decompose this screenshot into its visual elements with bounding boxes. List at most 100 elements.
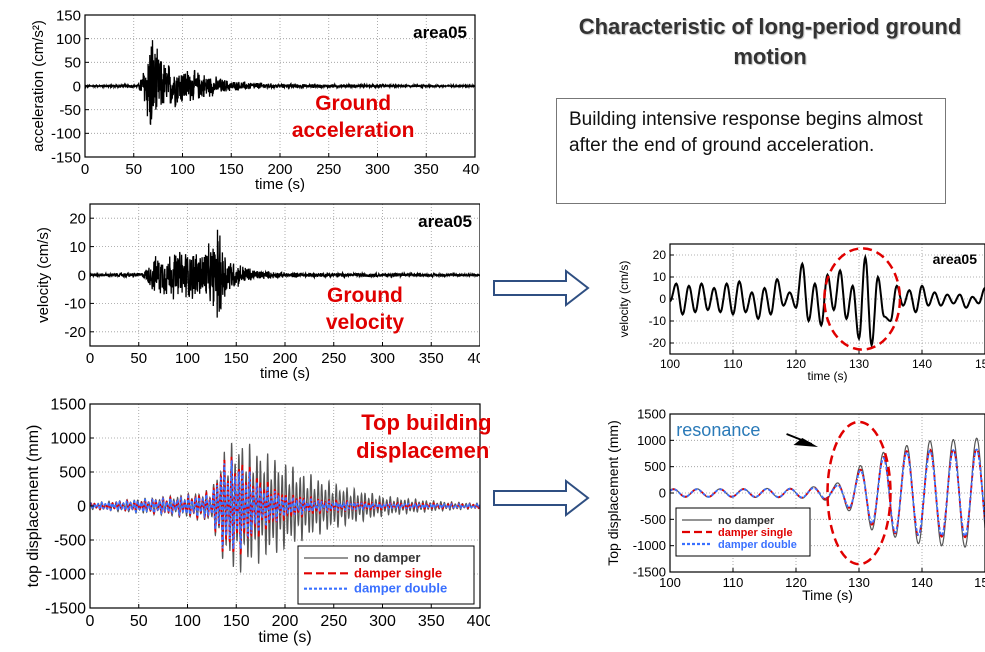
y-axis-label: acceleration (cm/s²) (30, 20, 47, 152)
x-tick-label: 400 (462, 161, 480, 178)
series-group (670, 253, 985, 349)
x-tick-label: 0 (81, 161, 89, 178)
x-tick-label: 350 (419, 350, 444, 367)
y-tick-label: 1500 (637, 407, 666, 422)
x-tick-label: 100 (175, 350, 200, 367)
x-tick-label: 250 (321, 350, 346, 367)
x-axis-label: Time (s) (802, 587, 853, 603)
series-line (90, 229, 480, 318)
x-tick-label: 400 (467, 613, 490, 630)
y-axis-label: velocity (cm/s) (617, 261, 631, 338)
y-tick-label: 20 (653, 248, 667, 262)
x-tick-label: 250 (316, 161, 341, 178)
x-tick-label: 250 (320, 613, 347, 630)
y-tick-label: 10 (69, 239, 86, 256)
series-group (90, 229, 480, 318)
y-tick-label: 1500 (50, 397, 86, 414)
acceleration-chart: 0 50 100 150 200 250 300 350 400 150 100 50 0 -50 -100… (30, 7, 480, 193)
x-tick-label: 350 (418, 613, 445, 630)
y-tick-label: -100 (51, 126, 81, 143)
x-tick-label: 130 (848, 575, 870, 590)
x-tick-label: 0 (86, 613, 95, 630)
y-tick-label: 0 (659, 292, 666, 306)
series-line (670, 253, 985, 349)
x-tick-label: 120 (785, 575, 807, 590)
y-tick-label: -500 (640, 512, 666, 527)
y-tick-label: 500 (644, 459, 666, 474)
x-tick-label: 200 (267, 161, 292, 178)
y-tick-label: -150 (51, 149, 81, 166)
x-axis-label: time (s) (808, 369, 848, 383)
x-tick-label: 150 (223, 613, 250, 630)
y-tick-label: 500 (59, 465, 86, 482)
y-tick-label: -1500 (45, 601, 86, 618)
x-tick-label: 200 (272, 350, 297, 367)
x-axis-label: time (s) (258, 629, 311, 646)
legend-label: damper single (718, 527, 793, 539)
x-tick-label: 100 (660, 357, 680, 371)
series-line-damper-double (90, 459, 480, 550)
y-axis-label: top displacement (mm) (25, 425, 42, 588)
x-tick-label: 150 (224, 350, 249, 367)
y-tick-label: 20 (69, 210, 86, 227)
note-box: Building intensive response begins almos… (556, 98, 946, 204)
legend-label: no damper (718, 515, 775, 527)
resonance-arrow-head (793, 438, 819, 447)
x-tick-label: 100 (174, 613, 201, 630)
velocity-chart: 05010015020025030035040020100-10-20time … (35, 203, 480, 382)
y-tick-label: -50 (59, 102, 81, 119)
area-annotation: area05 (933, 251, 978, 267)
y-tick-label: -20 (649, 336, 667, 350)
overlay-label: Ground (315, 92, 391, 115)
y-tick-label: 0 (77, 499, 86, 516)
x-tick-label: 50 (130, 350, 147, 367)
x-tick-label: 150 (974, 575, 985, 590)
x-tick-label: 130 (849, 357, 869, 371)
legend-label: no damper (354, 550, 420, 565)
x-tick-label: 140 (912, 357, 932, 371)
displacement-chart: 0 50 100 150 200 250 300 350 400 1500 1000 500 0 -500… (25, 397, 490, 646)
highlight-ellipse (823, 247, 902, 351)
x-tick-label: 400 (467, 350, 480, 367)
x-axis-label: time (s) (255, 176, 305, 193)
x-tick-label: 110 (723, 575, 744, 590)
x-tick-label: 150 (219, 161, 244, 178)
x-tick-label: 300 (370, 350, 395, 367)
y-tick-label: 1000 (50, 431, 86, 448)
x-tick-label: 300 (369, 613, 396, 630)
y-axis-label: Top displacement (mm) (605, 420, 621, 566)
x-tick-label: 110 (723, 357, 742, 371)
x-axis-label: time (s) (260, 365, 310, 382)
arrow-right-icon-top (493, 268, 590, 308)
page-title: Characteristic of long-period ground mot… (578, 14, 962, 69)
legend-label: damper double (354, 581, 447, 596)
y-tick-label: 0 (73, 78, 81, 95)
series-line (85, 40, 475, 125)
arrow-right-icon-bottom (493, 478, 590, 518)
resonance-annotation: resonance (676, 420, 760, 440)
x-tick-label: 50 (125, 161, 142, 178)
y-axis-label: velocity (cm/s) (35, 227, 52, 323)
y-tick-label: -1500 (633, 565, 666, 580)
y-tick-label: 50 (64, 55, 81, 72)
y-tick-label: -10 (64, 296, 86, 313)
y-tick-label: -10 (649, 314, 667, 328)
y-tick-label: -1000 (633, 538, 666, 553)
x-tick-label: 200 (272, 613, 299, 630)
y-tick-label: -20 (64, 324, 86, 341)
x-tick-label: 100 (659, 575, 681, 590)
overlay-label: displacement (356, 438, 490, 463)
x-tick-label: 120 (786, 357, 806, 371)
y-tick-label: 10 (653, 270, 667, 284)
overlay-label: velocity (326, 311, 405, 334)
x-tick-label: 350 (414, 161, 439, 178)
y-tick-label: -1000 (45, 567, 86, 584)
legend-label: damper single (354, 565, 442, 580)
series-group (90, 442, 480, 573)
area-annotation: area05 (418, 212, 472, 231)
displacement-zoom-chart: 100 110 120 130 140 150 1500 1000 500 0 -500 -1000 -… (605, 407, 985, 603)
highlight-ellipse (826, 420, 892, 566)
